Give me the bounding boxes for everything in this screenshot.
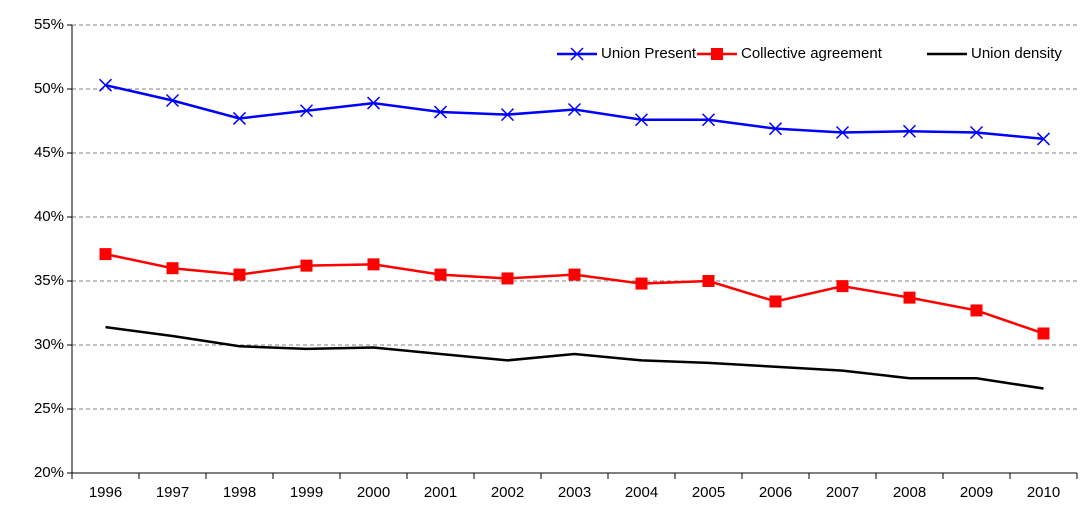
y-tick-label: 25% <box>34 400 64 417</box>
x-tick-label: 1999 <box>290 484 323 501</box>
y-tick-label: 30% <box>34 336 64 353</box>
y-tick-label: 55% <box>34 16 64 33</box>
series-line <box>105 83 1044 141</box>
marker-stroke <box>232 111 247 125</box>
x-tick-label: 2004 <box>625 484 658 501</box>
series-line <box>105 252 1044 335</box>
marker <box>836 280 849 293</box>
marker <box>1036 132 1051 146</box>
marker <box>634 113 649 127</box>
marker <box>500 108 515 122</box>
y-tick-label: 40% <box>34 208 64 225</box>
marker <box>434 268 447 281</box>
marker <box>635 277 648 290</box>
marker <box>165 93 180 108</box>
marker <box>300 259 313 272</box>
x-tick-label: 1997 <box>156 484 189 501</box>
marker <box>99 248 112 261</box>
x-tick-label: 2005 <box>692 484 725 501</box>
marker-stroke <box>902 124 917 138</box>
marker-stroke <box>1036 132 1051 146</box>
marker-stroke <box>299 104 314 118</box>
marker <box>433 105 448 119</box>
marker <box>970 304 983 317</box>
x-tick-label: 2003 <box>558 484 591 501</box>
marker-stroke <box>98 78 113 92</box>
marker <box>835 125 850 140</box>
marker <box>903 291 916 304</box>
x-tick-label: 2006 <box>759 484 792 501</box>
x-tick-label: 2001 <box>424 484 457 501</box>
series-line <box>105 325 1044 390</box>
marker <box>233 268 246 281</box>
marker <box>768 122 783 136</box>
marker-stroke <box>500 108 515 122</box>
marker <box>366 96 381 110</box>
marker-stroke <box>165 93 180 108</box>
marker <box>367 258 380 271</box>
marker-stroke <box>969 125 984 140</box>
legend-label: Collective agreement <box>741 45 883 62</box>
marker <box>701 113 716 127</box>
marker <box>769 295 782 308</box>
x-tick-label: 2010 <box>1027 484 1060 501</box>
marker-stroke <box>634 113 649 127</box>
x-tick-label: 2008 <box>893 484 926 501</box>
x-tick-label: 2009 <box>960 484 993 501</box>
legend-label: Union density <box>971 45 1062 62</box>
marker <box>299 104 314 118</box>
y-tick-label: 45% <box>34 144 64 161</box>
marker <box>711 48 723 60</box>
marker-stroke <box>366 96 381 110</box>
marker-stroke <box>567 102 582 117</box>
legend-label: Union Present <box>601 45 697 62</box>
y-tick-label: 35% <box>34 272 64 289</box>
marker <box>232 111 247 125</box>
marker <box>902 124 917 138</box>
marker-stroke <box>570 47 584 61</box>
x-tick-label: 2000 <box>357 484 390 501</box>
marker-stroke <box>768 122 783 136</box>
marker <box>166 262 179 275</box>
x-tick-label: 2002 <box>491 484 524 501</box>
x-tick-label: 2007 <box>826 484 859 501</box>
marker-stroke <box>433 105 448 119</box>
y-tick-label: 20% <box>34 464 64 481</box>
marker <box>969 125 984 140</box>
y-tick-label: 50% <box>34 80 64 97</box>
marker <box>702 275 715 287</box>
marker <box>501 272 514 285</box>
marker <box>567 102 582 117</box>
marker <box>568 268 581 281</box>
x-tick-label: 1998 <box>223 484 256 501</box>
marker <box>570 47 584 61</box>
marker <box>1037 327 1050 340</box>
marker-stroke <box>701 113 716 127</box>
marker <box>98 78 113 92</box>
marker-stroke <box>835 125 850 140</box>
x-tick-label: 1996 <box>89 484 122 501</box>
